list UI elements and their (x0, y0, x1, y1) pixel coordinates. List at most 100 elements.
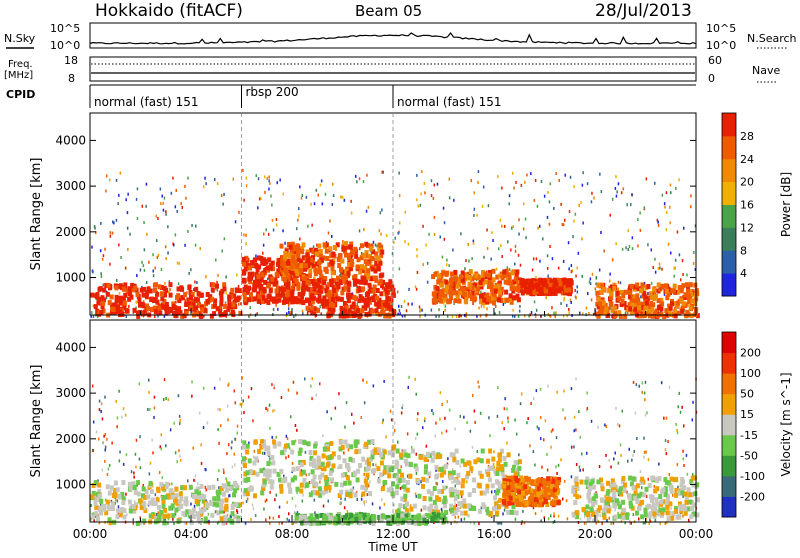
scatter-pixel (512, 309, 514, 312)
echo-cell (546, 476, 550, 481)
echo-cell (423, 505, 427, 510)
scatter-pixel (609, 273, 611, 276)
echo-cell (347, 282, 351, 287)
echo-cell (183, 500, 187, 505)
scatter-pixel (587, 407, 589, 410)
echo-cell (517, 489, 521, 494)
scatter-pixel (623, 187, 625, 190)
scatter-pixel (331, 235, 333, 238)
scatter-pixel (384, 503, 386, 506)
echo-cell (468, 293, 472, 298)
scatter-pixel (149, 408, 151, 411)
echo-cell (157, 514, 161, 519)
echo-cell (196, 511, 200, 516)
echo-cell (163, 521, 167, 526)
echo-cell (379, 261, 383, 266)
scatter-pixel (434, 233, 436, 236)
scatter-pixel (363, 228, 365, 231)
echo-cell (472, 488, 476, 493)
echo-cell (269, 266, 273, 271)
scatter-pixel (337, 466, 339, 469)
scatter-pixel (500, 219, 502, 222)
echo-cell (334, 482, 338, 487)
echo-cell (440, 467, 444, 472)
scatter-pixel (359, 229, 361, 232)
echo-cell (343, 515, 347, 520)
echo-cell (290, 450, 294, 455)
echo-cell (282, 287, 286, 292)
scatter-pixel (492, 239, 494, 242)
echo-cell (456, 507, 460, 512)
echo-cell (199, 313, 203, 318)
echo-cell (171, 495, 175, 500)
echo-cell (157, 488, 161, 493)
scatter-pixel (184, 185, 186, 188)
scatter-pixel (471, 179, 473, 182)
scatter-pixel (366, 381, 368, 384)
scatter-pixel (175, 451, 177, 454)
scatter-pixel (172, 518, 174, 521)
echo-cell (179, 285, 183, 290)
echo-cell (234, 502, 238, 507)
scatter-pixel (464, 267, 466, 270)
scatter-pixel (547, 254, 549, 257)
echo-cell (399, 453, 403, 458)
scatter-pixel (536, 257, 538, 260)
echo-cell (416, 479, 420, 484)
scatter-pixel (582, 171, 584, 174)
echo-cell (115, 295, 119, 300)
scatter-pixel (225, 477, 227, 480)
echo-cell (522, 282, 526, 287)
scatter-pixel (91, 246, 93, 249)
scatter-pixel (682, 273, 684, 276)
scatter-pixel (269, 516, 271, 519)
echo-cell (436, 280, 440, 285)
scatter-pixel (416, 255, 418, 258)
scatter-pixel (549, 223, 551, 226)
scatter-pixel (418, 205, 420, 208)
echo-cell (467, 503, 471, 508)
scatter-pixel (524, 181, 526, 184)
scatter-pixel (416, 393, 418, 396)
echo-cell (395, 461, 399, 466)
echo-cell (356, 308, 360, 313)
echo-cell (383, 470, 387, 475)
scatter-pixel (471, 257, 473, 260)
echo-cell (122, 287, 126, 292)
nave-label: Nave (752, 64, 780, 77)
scatter-pixel (615, 175, 617, 178)
scatter-pixel (320, 305, 322, 308)
echo-cell (196, 298, 200, 303)
echo-cell (146, 494, 150, 499)
scatter-pixel (275, 304, 277, 307)
echo-cell (545, 495, 549, 500)
scatter-pixel (395, 237, 397, 240)
scatter-pixel (161, 433, 163, 436)
scatter-pixel (421, 309, 423, 312)
scatter-pixel (507, 420, 509, 423)
scatter-pixel (476, 214, 478, 217)
scatter-pixel (383, 380, 385, 383)
echo-cell (423, 496, 427, 501)
echo-cell (436, 454, 440, 459)
scatter-pixel (616, 190, 618, 193)
scatter-pixel (381, 209, 383, 212)
scatter-pixel (461, 495, 463, 498)
scatter-pixel (550, 514, 552, 517)
scatter-pixel (571, 446, 573, 449)
scatter-pixel (164, 378, 166, 381)
scatter-pixel (653, 266, 655, 269)
echo-cell (502, 484, 506, 489)
echo-cell (376, 466, 380, 471)
scatter-pixel (655, 271, 657, 274)
echo-cell (350, 262, 354, 267)
echo-cell (636, 483, 640, 488)
echo-cell (459, 274, 463, 279)
scatter-pixel (243, 399, 245, 402)
echo-cell (488, 477, 492, 482)
scatter-pixel (274, 384, 276, 387)
echo-cell (434, 505, 438, 510)
echo-cell (322, 453, 326, 458)
scatter-pixel (179, 419, 181, 422)
freq-right-tick-top: 60 (708, 54, 722, 67)
